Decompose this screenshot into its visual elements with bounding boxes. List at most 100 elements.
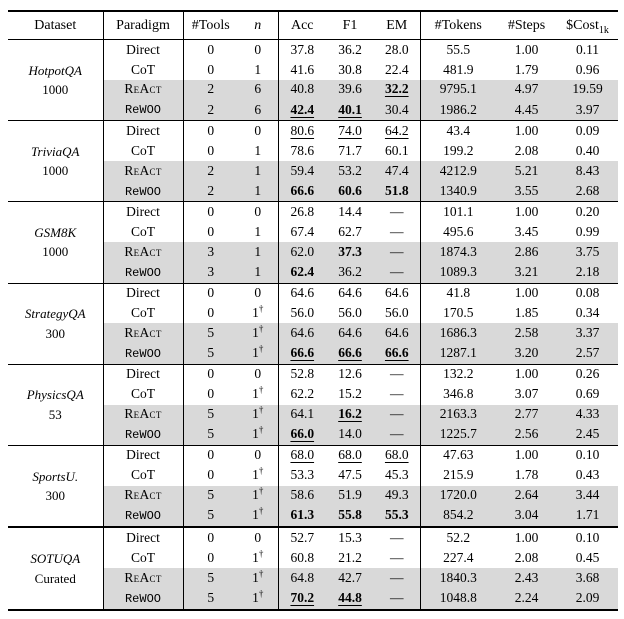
cell-paradigm: Direct xyxy=(103,363,184,385)
cell-tools: 0 xyxy=(207,61,215,77)
cell-acc: 37.8 xyxy=(278,40,326,61)
cell-tools: 5 xyxy=(183,588,238,610)
cell-f1: 47.5 xyxy=(326,466,374,486)
cell-cost: 0.11 xyxy=(575,41,600,57)
table-row: CoT 0 1† 62.2 15.2 — 346.8 3.07 0.69 xyxy=(8,384,618,405)
cell-em: — xyxy=(374,262,421,284)
metric-value: 52.7 xyxy=(290,529,315,545)
metric-value: 68.0 xyxy=(338,447,362,463)
cell-tools: 0 xyxy=(207,223,215,239)
metric-value: 64.6 xyxy=(290,324,315,340)
cell-em: — xyxy=(374,568,421,589)
cell-acc: 40.8 xyxy=(278,79,326,100)
cell-f1: 14.0 xyxy=(326,424,374,446)
cell-acc: 80.6 xyxy=(278,120,326,142)
metric-value: 16.2 xyxy=(338,406,362,422)
metric-value: 47.5 xyxy=(338,467,362,483)
cell-n: 1 xyxy=(238,161,279,181)
table-row: CoT 0 1† 56.0 56.0 56.0 170.5 1.85 0.34 xyxy=(8,303,618,324)
cell-tools: 5 xyxy=(183,343,238,365)
dagger-mark: † xyxy=(258,323,264,334)
cell-steps: 3.45 xyxy=(514,223,539,239)
paradigm-label: CoT xyxy=(130,467,155,483)
cell-em: 30.4 xyxy=(374,99,421,121)
cell-em: 56.0 xyxy=(374,303,421,324)
metric-value: 39.6 xyxy=(338,81,362,97)
cell-tools: 0 xyxy=(207,142,215,158)
dataset-label: GSM8K 1000 xyxy=(8,201,104,284)
header-f1: F1 xyxy=(326,11,374,40)
dataset-name: StrategyQA xyxy=(24,306,86,322)
cell-tools: 3 xyxy=(183,262,238,284)
cell-acc: 62.4 xyxy=(278,262,326,284)
metric-value: 51.8 xyxy=(384,182,409,198)
cell-n: 1† xyxy=(238,505,279,528)
cell-em: — xyxy=(374,222,421,243)
metric-value: 14.4 xyxy=(338,203,362,219)
paradigm-label: ReWOO xyxy=(124,428,161,443)
metric-value: 62.0 xyxy=(290,243,315,259)
cell-f1: 42.7 xyxy=(326,568,374,589)
table-row: CoT 0 1 67.4 62.7 — 495.6 3.45 0.99 xyxy=(8,222,618,243)
cell-acc: 78.6 xyxy=(278,141,326,161)
cell-paradigm: ReAct xyxy=(103,161,184,181)
cell-paradigm: ReWOO xyxy=(103,180,184,202)
cell-tokens: 1225.7 xyxy=(420,424,496,446)
paradigm-label: ReAct xyxy=(124,487,162,503)
metric-value: 67.4 xyxy=(290,223,315,239)
cell-cost: 0.26 xyxy=(557,363,618,385)
cell-f1: 71.7 xyxy=(326,141,374,161)
cell-n: 1 xyxy=(238,262,279,284)
metric-value: 56.0 xyxy=(290,305,315,321)
table-row: ReWOO 2 1 66.6 60.6 51.8 1340.9 3.55 2.68 xyxy=(8,180,618,202)
dataset-size: 300 xyxy=(45,488,66,504)
cell-steps: 2.43 xyxy=(496,568,557,589)
table-row: CoT 0 1 41.6 30.8 22.4 481.9 1.79 0.96 xyxy=(8,60,618,80)
cell-paradigm: CoT xyxy=(103,303,184,324)
metric-value: 53.3 xyxy=(290,467,315,483)
metric-value: 62.7 xyxy=(338,223,362,239)
paradigm-label: ReWOO xyxy=(124,346,161,361)
cell-steps: 1.00 xyxy=(496,120,557,142)
paradigm-label: ReAct xyxy=(124,162,162,178)
metric-value: 15.2 xyxy=(338,386,362,402)
cell-cost: 2.18 xyxy=(557,262,618,284)
cell-acc: 64.1 xyxy=(278,404,326,425)
dataset-label: PhysicsQA 53 xyxy=(8,363,104,446)
dataset-label: HotpotQA 1000 xyxy=(8,39,104,121)
paradigm-label: CoT xyxy=(130,142,155,158)
table-row: ReWOO 5 1† 61.3 55.8 55.3 854.2 3.04 1.71 xyxy=(8,505,618,528)
cell-tokens: 1340.9 xyxy=(420,180,496,202)
metric-value: — xyxy=(390,569,404,585)
metric-value: 62.2 xyxy=(290,386,315,402)
metric-value: 28.0 xyxy=(384,41,409,57)
cell-paradigm: ReWOO xyxy=(103,505,184,528)
cell-em: — xyxy=(374,526,421,549)
cell-acc: 52.7 xyxy=(278,526,326,549)
cell-paradigm: ReAct xyxy=(103,242,184,263)
cell-cost: 0.99 xyxy=(575,223,600,239)
cell-paradigm: Direct xyxy=(103,39,184,61)
table-row: ReWOO 5 1† 66.0 14.0 — 1225.7 2.56 2.45 xyxy=(8,424,618,446)
metric-value: 42.4 xyxy=(290,101,315,117)
cell-paradigm: Direct xyxy=(103,526,184,549)
cell-n: 1 xyxy=(238,141,279,162)
cell-acc: 42.4 xyxy=(278,99,326,121)
cell-n: 1 xyxy=(238,242,279,263)
cell-tools: 5 xyxy=(183,485,238,506)
cell-paradigm: CoT xyxy=(103,384,184,405)
cell-em: — xyxy=(374,201,421,223)
metric-value: 66.0 xyxy=(290,426,315,442)
cell-steps: 2.08 xyxy=(514,549,539,565)
cell-cost: 0.10 xyxy=(557,444,618,466)
cell-acc: 68.0 xyxy=(278,444,326,466)
cell-f1: 21.2 xyxy=(326,548,374,568)
paradigm-label: ReWOO xyxy=(124,265,161,280)
table-row: SportsU. 300 Direct 0 0 68.0 68.0 68.0 47.63 1.00… xyxy=(8,444,618,528)
cell-em: — xyxy=(374,588,421,610)
cell-steps: 2.58 xyxy=(496,323,557,344)
paradigm-label: ReWOO xyxy=(124,591,161,606)
cell-tokens: 9795.1 xyxy=(420,79,496,100)
cell-paradigm: CoT xyxy=(103,141,184,162)
paradigm-label: ReWOO xyxy=(124,509,161,524)
